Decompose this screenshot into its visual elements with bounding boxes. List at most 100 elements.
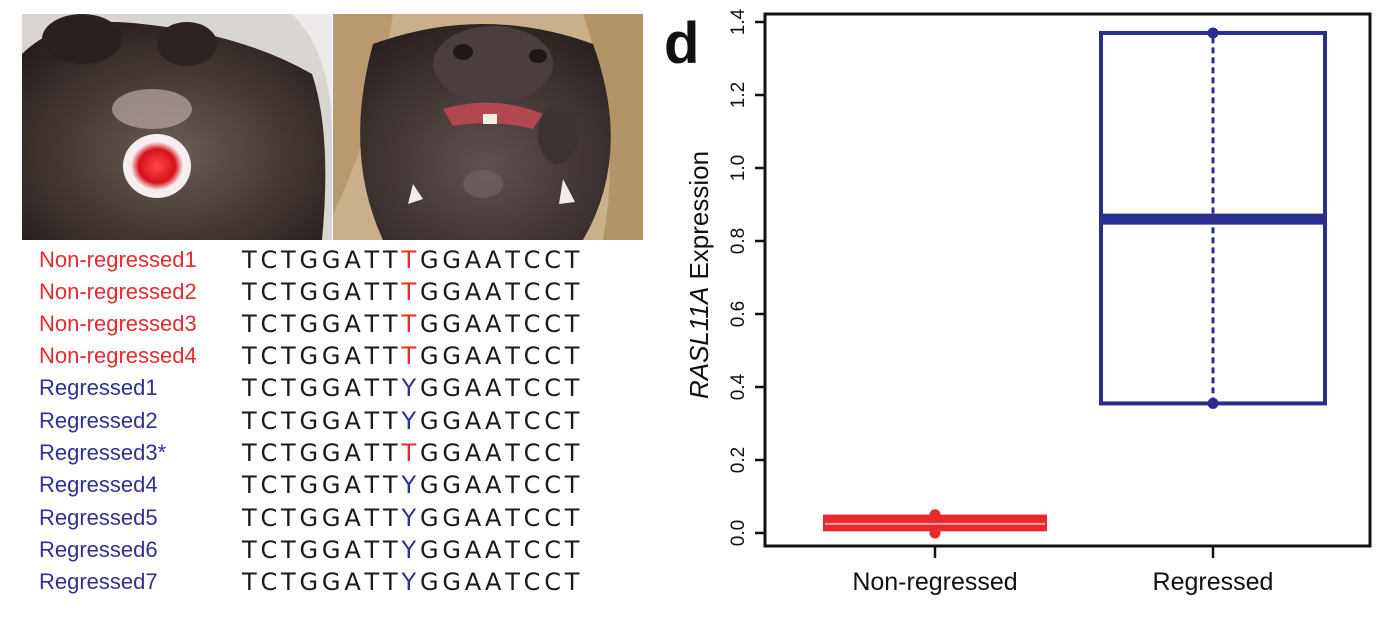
base: G xyxy=(321,278,345,306)
data-point xyxy=(929,509,941,521)
base: G xyxy=(299,374,322,402)
sequence-bases: TCTGGATTTGGAATCCT xyxy=(242,340,583,372)
base: T xyxy=(505,536,524,564)
base: C xyxy=(544,504,565,532)
base: A xyxy=(464,568,485,596)
base: G xyxy=(419,439,443,467)
base: G xyxy=(419,278,443,306)
base: A xyxy=(464,407,485,435)
base: T xyxy=(505,471,524,499)
base: T xyxy=(281,310,300,338)
base: C xyxy=(260,407,282,435)
base: G xyxy=(419,374,443,402)
data-point xyxy=(929,527,941,539)
sequence-label: Non-regressed1 xyxy=(39,247,197,272)
base: C xyxy=(260,536,282,564)
base: T xyxy=(505,407,524,435)
base: C xyxy=(544,471,565,499)
y-tick-label: 0.6 xyxy=(728,301,749,327)
variant-base: Y xyxy=(401,407,420,435)
y-axis-label-gene: RASL11A xyxy=(684,287,714,399)
base: T xyxy=(383,278,402,306)
base: T xyxy=(364,568,383,596)
base: G xyxy=(442,246,465,274)
base: C xyxy=(544,536,565,564)
sequence-bases: TCTGGATTYGGAATCCT xyxy=(242,405,583,437)
base: T xyxy=(281,374,300,402)
base: T xyxy=(281,278,300,306)
sequence-bases: TCTGGATTYGGAATCCT xyxy=(242,469,583,501)
base: G xyxy=(321,504,345,532)
base: A xyxy=(484,342,506,370)
base: C xyxy=(544,439,565,467)
base: G xyxy=(321,536,345,564)
base: T xyxy=(242,374,261,402)
tumour-photo-regressed xyxy=(333,14,643,240)
base: A xyxy=(344,439,365,467)
base: A xyxy=(464,439,485,467)
base: A xyxy=(464,278,485,306)
base: T xyxy=(505,439,524,467)
base: G xyxy=(419,504,443,532)
variant-base: Y xyxy=(401,504,420,532)
variant-base: T xyxy=(401,310,420,338)
base: T xyxy=(383,342,402,370)
base: G xyxy=(442,471,465,499)
base: T xyxy=(383,374,402,402)
base: T xyxy=(242,278,261,306)
base: G xyxy=(442,439,465,467)
base: G xyxy=(419,246,443,274)
base: C xyxy=(260,246,282,274)
base: T xyxy=(242,342,261,370)
sequence-label: Regressed2 xyxy=(39,408,158,433)
base: T xyxy=(242,504,261,532)
base: T xyxy=(564,568,584,596)
x-tick-label: Non-regressed xyxy=(852,568,1017,596)
base: T xyxy=(242,246,261,274)
base: A xyxy=(464,310,485,338)
base: G xyxy=(299,536,322,564)
base: T xyxy=(242,536,261,564)
sequence-label: Non-regressed2 xyxy=(39,279,197,304)
sequence-bases: TCTGGATTTGGAATCCT xyxy=(242,244,583,276)
base: G xyxy=(321,246,345,274)
plot-frame xyxy=(763,12,1372,548)
sequence-label: Regressed5 xyxy=(39,505,158,530)
base: C xyxy=(260,504,282,532)
base: A xyxy=(484,471,506,499)
y-tick-label: 0.4 xyxy=(728,373,749,400)
y-tick-label: 1.2 xyxy=(728,82,749,108)
base: A xyxy=(344,374,365,402)
base: T xyxy=(364,536,383,564)
base: T xyxy=(564,246,584,274)
base: C xyxy=(523,504,545,532)
base: T xyxy=(505,568,524,596)
base: G xyxy=(419,310,443,338)
base: C xyxy=(260,439,282,467)
base: C xyxy=(523,374,545,402)
base: T xyxy=(383,536,402,564)
base: A xyxy=(344,246,365,274)
base: G xyxy=(321,568,345,596)
base: G xyxy=(321,310,345,338)
base: T xyxy=(564,504,584,532)
base: A xyxy=(484,310,506,338)
data-point xyxy=(1207,397,1219,409)
sequence-bases: TCTGGATTTGGAATCCT xyxy=(242,308,583,340)
sequence-label: Non-regressed3 xyxy=(39,311,197,336)
base: A xyxy=(344,342,365,370)
base: A xyxy=(344,504,365,532)
sequence-label: Non-regressed4 xyxy=(39,343,197,368)
base: C xyxy=(523,439,545,467)
base: T xyxy=(242,471,261,499)
variant-base: Y xyxy=(401,536,420,564)
base: A xyxy=(484,246,506,274)
sequence-bases: TCTGGATTYGGAATCCT xyxy=(242,372,583,404)
box-plot: 0.0 0.2 0.4 0.6 0.8 1.0 1.2 1.4 Non-regressed Reg… xyxy=(684,8,1372,596)
base: C xyxy=(544,568,565,596)
base: G xyxy=(442,536,465,564)
base: C xyxy=(544,342,565,370)
base: T xyxy=(364,342,383,370)
base: T xyxy=(364,471,383,499)
base: A xyxy=(484,407,506,435)
